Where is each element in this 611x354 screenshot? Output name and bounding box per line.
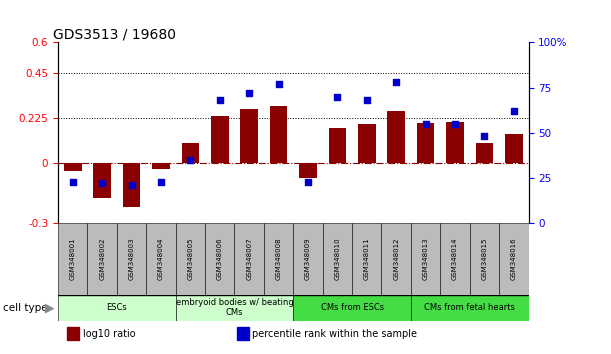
Point [97, 181, 107, 186]
Bar [293, 295, 411, 321]
Bar [123, 163, 141, 207]
Bar [352, 223, 381, 295]
Bar [293, 223, 323, 295]
Text: GSM348001: GSM348001 [70, 238, 76, 280]
Point [450, 121, 460, 127]
Bar [67, 327, 79, 341]
Text: GSM348005: GSM348005 [188, 238, 193, 280]
Point [509, 108, 519, 114]
Point [362, 97, 371, 103]
Bar [505, 134, 522, 163]
Bar [240, 109, 258, 163]
Bar [269, 106, 287, 163]
Text: GSM348007: GSM348007 [246, 238, 252, 280]
Text: GSM348012: GSM348012 [393, 238, 399, 280]
Text: GSM348002: GSM348002 [99, 238, 105, 280]
Bar [87, 223, 117, 295]
Bar [446, 122, 464, 163]
Text: GSM348006: GSM348006 [217, 238, 223, 280]
Text: GSM348009: GSM348009 [305, 238, 311, 280]
Text: GSM348003: GSM348003 [128, 238, 134, 280]
Point [126, 182, 136, 188]
Text: GDS3513 / 19680: GDS3513 / 19680 [53, 27, 177, 41]
Text: GSM348008: GSM348008 [276, 238, 282, 280]
Text: GSM348014: GSM348014 [452, 238, 458, 280]
Bar [58, 295, 176, 321]
Text: GSM348013: GSM348013 [423, 238, 428, 280]
Bar [58, 223, 87, 295]
Bar [146, 223, 176, 295]
Text: CMs from ESCs: CMs from ESCs [321, 303, 384, 312]
Bar [470, 223, 499, 295]
Bar [381, 223, 411, 295]
Text: CMs from fetal hearts: CMs from fetal hearts [424, 303, 515, 312]
Point [244, 90, 254, 96]
Bar [417, 123, 434, 163]
Bar [499, 223, 529, 295]
Bar [411, 295, 529, 321]
Bar [411, 223, 441, 295]
Bar [211, 116, 229, 163]
Text: GSM348011: GSM348011 [364, 238, 370, 280]
Bar [235, 223, 264, 295]
Point [274, 81, 284, 87]
Text: GSM348010: GSM348010 [334, 238, 340, 280]
Bar [205, 223, 235, 295]
Point [156, 179, 166, 184]
Point [480, 134, 489, 139]
Text: percentile rank within the sample: percentile rank within the sample [252, 329, 417, 339]
Bar [323, 223, 352, 295]
Bar [358, 124, 376, 163]
Text: GSM348004: GSM348004 [158, 238, 164, 280]
Text: GSM348015: GSM348015 [481, 238, 488, 280]
Point [303, 179, 313, 184]
Point [421, 121, 431, 127]
Point [68, 179, 78, 184]
Bar [475, 143, 493, 163]
Bar [181, 143, 199, 163]
Text: ▶: ▶ [45, 301, 54, 314]
Text: GSM348016: GSM348016 [511, 238, 517, 280]
Text: cell type: cell type [3, 303, 48, 313]
Bar [387, 111, 405, 163]
Bar [93, 163, 111, 198]
Bar [299, 163, 316, 178]
Bar [176, 295, 293, 321]
Bar [152, 163, 170, 169]
Text: ESCs: ESCs [106, 303, 127, 312]
Bar [176, 223, 205, 295]
Bar [237, 327, 249, 341]
Point [215, 97, 225, 103]
Bar [264, 223, 293, 295]
Text: embryoid bodies w/ beating
CMs: embryoid bodies w/ beating CMs [175, 298, 293, 318]
Bar [64, 163, 82, 171]
Bar [329, 128, 346, 163]
Text: log10 ratio: log10 ratio [82, 329, 135, 339]
Point [186, 157, 196, 163]
Bar [117, 223, 146, 295]
Bar [441, 223, 470, 295]
Point [332, 94, 342, 99]
Point [391, 79, 401, 85]
